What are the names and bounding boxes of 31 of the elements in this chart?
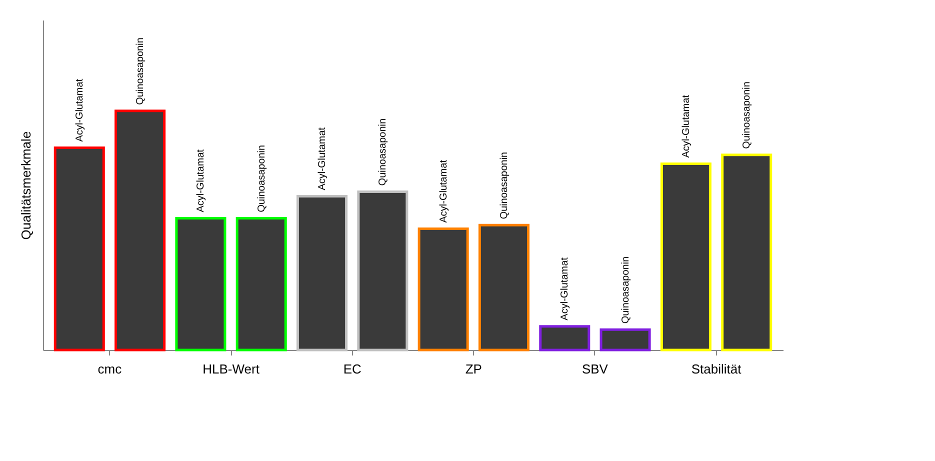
text: Quinoasaponin	[742, 82, 753, 149]
bar	[357, 190, 408, 352]
bar	[296, 194, 348, 352]
bar	[175, 216, 226, 352]
text: Acyl-Glutamat	[560, 258, 571, 320]
x-tick-label: Stabilität	[691, 362, 742, 376]
text: Acyl-Glutamat	[196, 149, 207, 212]
y-axis-title: Qualitätsmerkmale	[18, 131, 34, 240]
text: Quinoasaponin	[498, 152, 510, 220]
bar	[600, 328, 651, 352]
text: Acyl-Glutamat	[680, 94, 692, 158]
bar	[660, 162, 712, 352]
bar	[54, 146, 105, 352]
x-tick-label: HLB-Wert	[202, 362, 260, 376]
x-tick-label: ZP	[465, 362, 482, 376]
x-tick-label: SBV	[582, 362, 608, 376]
bar	[114, 110, 166, 352]
text: Quinoasaponin	[620, 256, 632, 324]
text: Acyl-Glutamat	[438, 160, 450, 223]
bar	[236, 216, 287, 352]
bar	[478, 224, 530, 352]
bar	[721, 154, 772, 352]
text: Quinoasaponin	[135, 38, 146, 105]
text: Quinoasaponin	[256, 144, 268, 212]
x-tick-label: cmc	[98, 362, 122, 376]
text: Acyl-Glutamat	[74, 78, 86, 142]
bar	[418, 228, 469, 352]
text: Acyl-Glutamat	[317, 127, 328, 190]
text: Quinoasaponin	[378, 118, 389, 186]
x-tick-label: EC	[343, 362, 362, 376]
bar	[539, 325, 590, 352]
